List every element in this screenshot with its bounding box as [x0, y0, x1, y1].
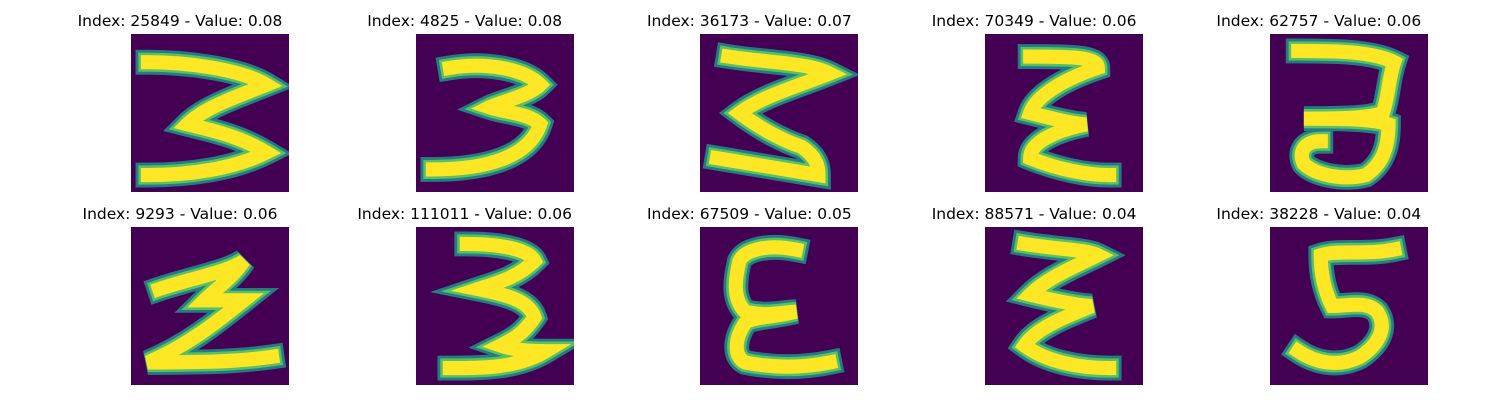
stroke-core [729, 240, 839, 374]
digit-image [1269, 34, 1428, 192]
panel-title: Index: 4825 - Value: 0.08 [367, 12, 563, 30]
digit-panel: Index: 9293 - Value: 0.06 [30, 193, 330, 388]
digit-image [700, 34, 859, 192]
panel-title: Index: 67509 - Value: 0.05 [646, 205, 852, 223]
panel-title: Index: 62757 - Value: 0.06 [1216, 12, 1422, 30]
digit-image [131, 34, 289, 192]
digit-panel: Index: 111011 - Value: 0.06 [315, 193, 615, 388]
stroke-core [145, 254, 281, 370]
stroke-core [1015, 235, 1117, 376]
digit-image [415, 227, 574, 385]
digit-image [700, 227, 859, 385]
digit-panel: Index: 70349 - Value: 0.06 [884, 0, 1184, 195]
digit-image [985, 34, 1144, 192]
panel-title: Index: 25849 - Value: 0.08 [77, 12, 283, 30]
digit-panel: Index: 88571 - Value: 0.04 [884, 193, 1184, 388]
digit-panel: Index: 38228 - Value: 0.04 [1169, 193, 1469, 388]
digit-panel: Index: 67509 - Value: 0.05 [599, 193, 899, 388]
panel-title: Index: 36173 - Value: 0.07 [646, 12, 852, 30]
panel-title: Index: 111011 - Value: 0.06 [357, 205, 573, 223]
digit-image [131, 227, 289, 385]
stroke-core [1290, 43, 1403, 185]
digit-image [415, 34, 574, 192]
digit-panel: Index: 4825 - Value: 0.08 [315, 0, 615, 195]
digit-image [985, 227, 1144, 385]
digit-image [1269, 227, 1428, 385]
panel-title: Index: 70349 - Value: 0.06 [931, 12, 1137, 30]
digit-panel: Index: 25849 - Value: 0.08 [30, 0, 330, 195]
stroke-core [425, 58, 550, 177]
panel-title: Index: 9293 - Value: 0.06 [82, 205, 278, 223]
stroke-core [1288, 241, 1403, 370]
panel-title: Index: 38228 - Value: 0.04 [1216, 205, 1422, 223]
stroke-core [1021, 49, 1117, 183]
digit-panel: Index: 36173 - Value: 0.07 [599, 0, 899, 195]
digit-panel: Index: 62757 - Value: 0.06 [1169, 0, 1469, 195]
stroke-core [442, 236, 571, 376]
stroke-core [709, 48, 848, 184]
panel-title: Index: 88571 - Value: 0.04 [931, 205, 1137, 223]
stroke-core [140, 55, 283, 183]
